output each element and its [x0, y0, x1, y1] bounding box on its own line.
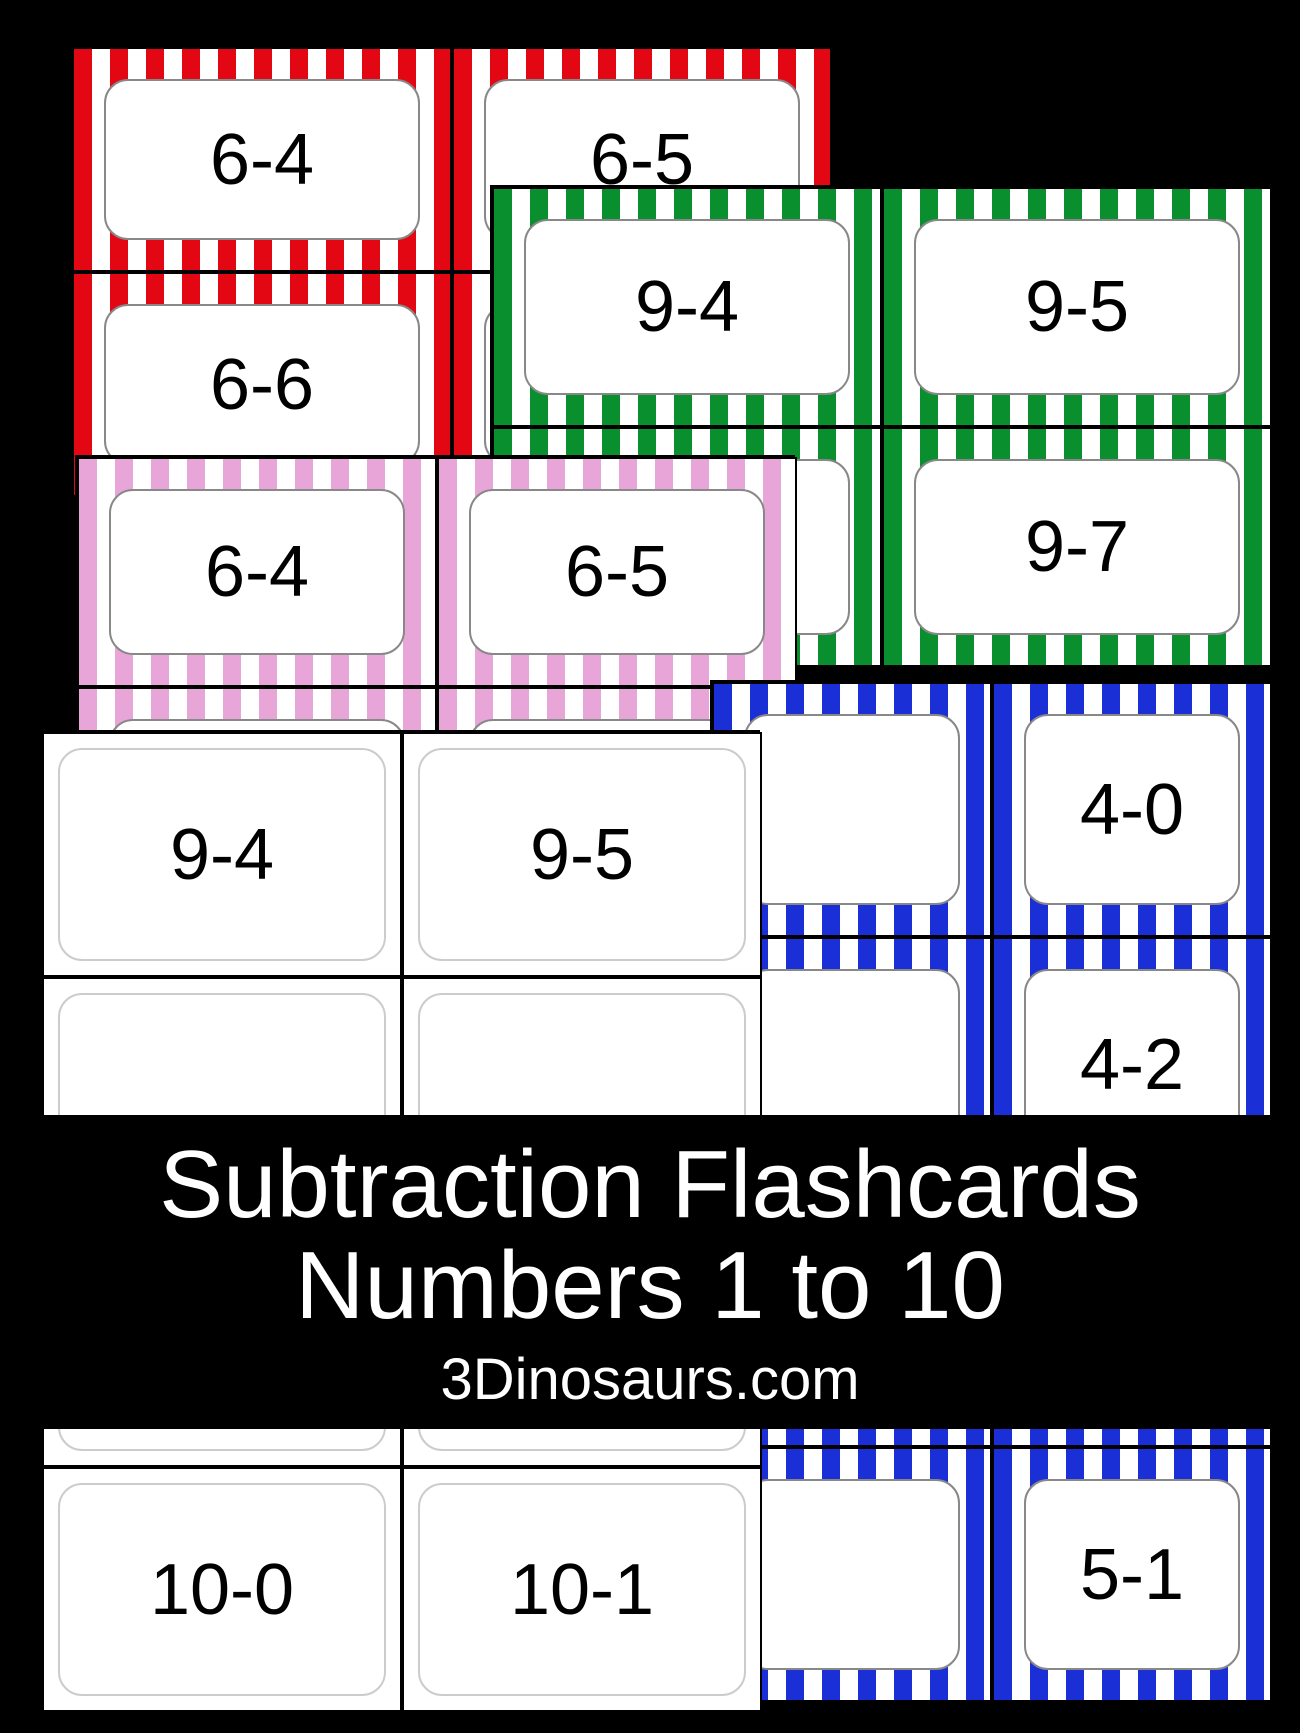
title-overlay: Subtraction Flashcards Numbers 1 to 10 3… — [0, 1115, 1300, 1429]
flashcard: 6-4 — [72, 47, 452, 272]
flashcard: 9-4 — [492, 187, 882, 427]
flashcard-value: 6-4 — [205, 531, 309, 613]
flashcard-value: 9-7 — [1025, 506, 1129, 588]
flashcard-inner: 10-0 — [58, 1483, 386, 1696]
flashcard-inner: 6-6 — [104, 304, 420, 465]
flashcard: 4-0 — [992, 682, 1272, 937]
flashcard: 9-5 — [882, 187, 1272, 427]
flashcard-inner: 6-5 — [469, 489, 765, 655]
flashcard-value: 10-0 — [150, 1549, 294, 1631]
flashcard-inner: 9-4 — [58, 748, 386, 961]
flashcard: 10-0 — [42, 1467, 402, 1712]
flashcard-value: 5-1 — [1080, 1534, 1184, 1616]
flashcard-inner: 9-4 — [524, 219, 850, 395]
flashcard: 6-4 — [77, 457, 437, 687]
flashcard: 6-5 — [437, 457, 797, 687]
flashcard-value: 4-2 — [1080, 1024, 1184, 1106]
flashcard-value: 6-6 — [210, 344, 314, 426]
flashcard-inner — [744, 1479, 960, 1670]
flashcard-value: 9-4 — [635, 266, 739, 348]
flashcard-inner: 9-5 — [914, 219, 1240, 395]
flashcard-value: 6-4 — [210, 119, 314, 201]
flashcard-value: 9-5 — [1025, 266, 1129, 348]
title-line-2: Numbers 1 to 10 — [0, 1236, 1300, 1337]
flashcard: 10-1 — [402, 1467, 762, 1712]
flashcard-value: 9-4 — [170, 814, 274, 896]
flashcard-inner: 4-0 — [1024, 714, 1240, 905]
title-line-1: Subtraction Flashcards — [0, 1135, 1300, 1236]
flashcard-value: 10-1 — [510, 1549, 654, 1631]
flashcard-inner — [744, 714, 960, 905]
flashcard-value: 9-5 — [530, 814, 634, 896]
flashcard: 9-5 — [402, 732, 762, 977]
flashcard-inner: 9-5 — [418, 748, 746, 961]
flashcard-inner: 6-4 — [104, 79, 420, 240]
flashcard: 9-7 — [882, 427, 1272, 667]
title-line-3: 3Dinosaurs.com — [0, 1345, 1300, 1415]
flashcard-inner: 9-7 — [914, 459, 1240, 635]
flashcard-value: 6-5 — [565, 531, 669, 613]
flashcard: 5-1 — [992, 1447, 1272, 1702]
flashcard-inner: 6-4 — [109, 489, 405, 655]
flashcard-inner: 5-1 — [1024, 1479, 1240, 1670]
flashcard-value: 4-0 — [1080, 769, 1184, 851]
flashcard-inner: 10-1 — [418, 1483, 746, 1696]
flashcard: 9-4 — [42, 732, 402, 977]
